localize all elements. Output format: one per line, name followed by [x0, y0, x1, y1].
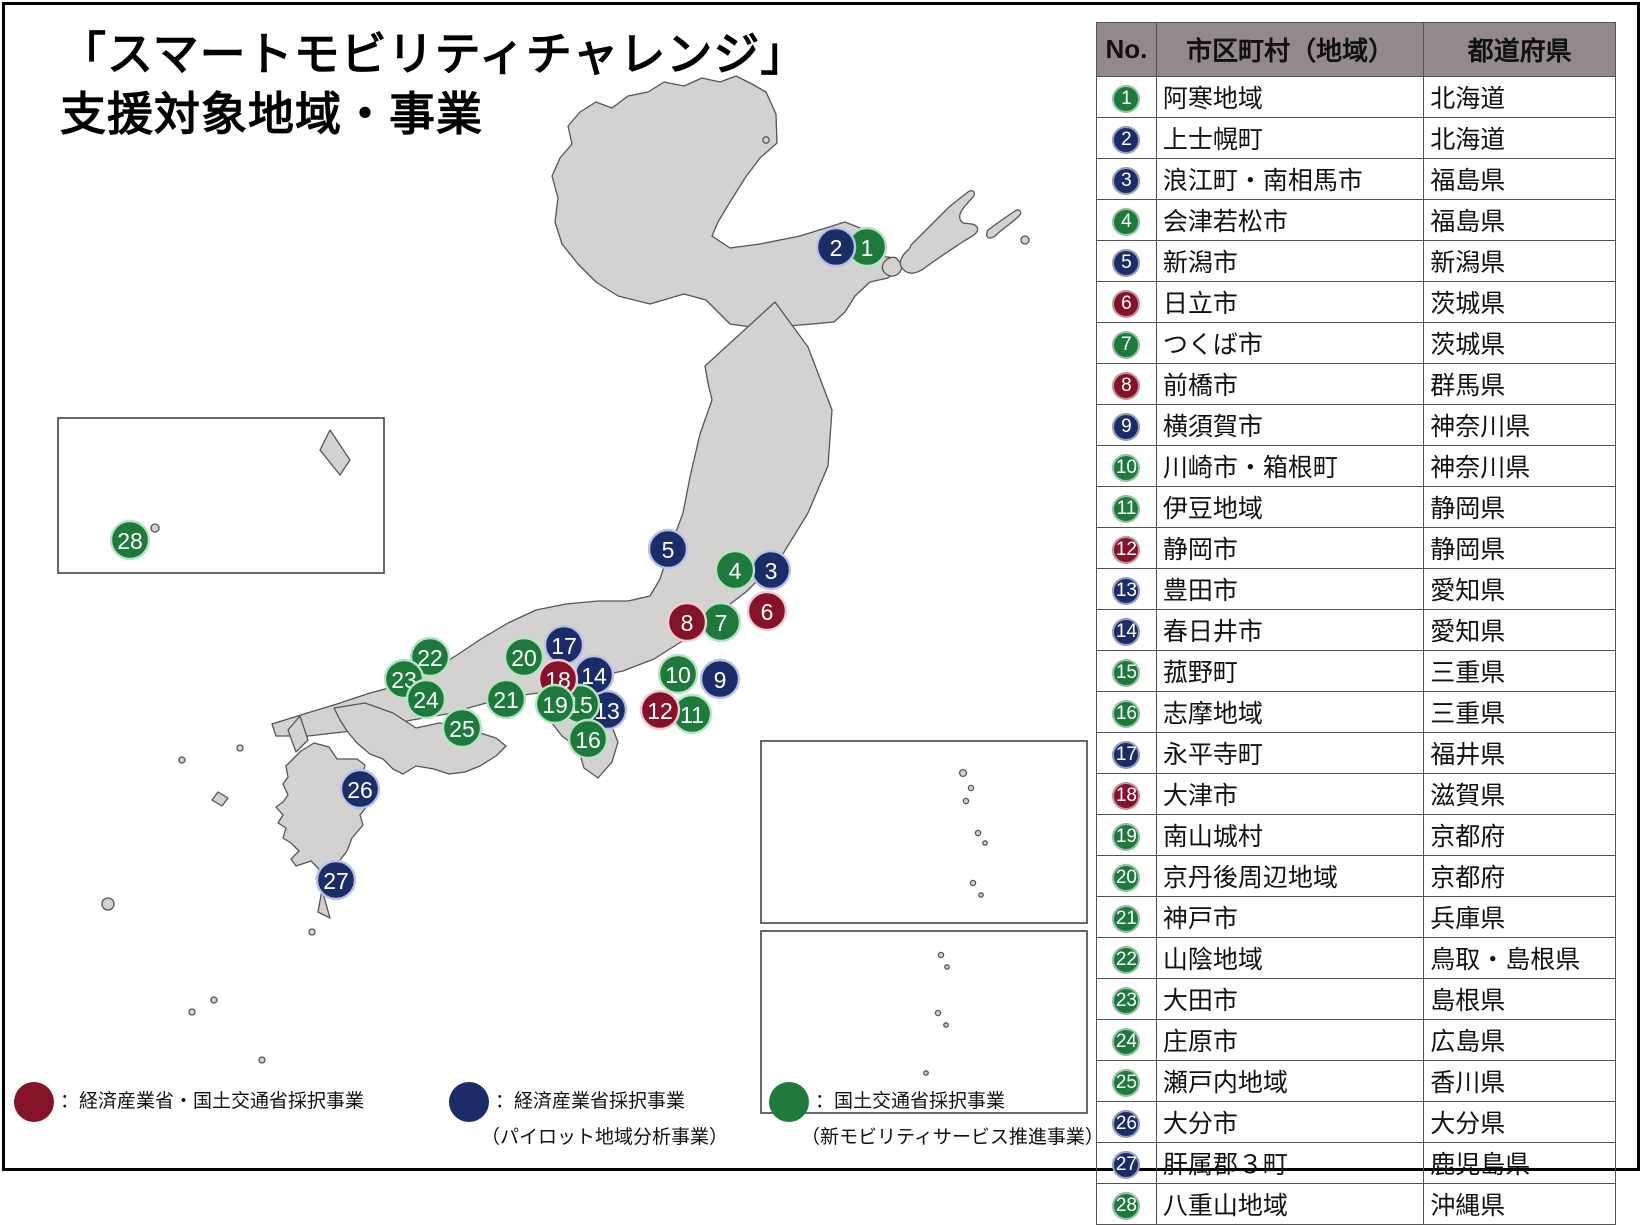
svg-text:8: 8 — [681, 610, 694, 636]
svg-text:24: 24 — [413, 687, 439, 713]
svg-text:2: 2 — [830, 235, 843, 261]
svg-text:16: 16 — [575, 727, 601, 753]
svg-text:20: 20 — [511, 645, 537, 671]
svg-text:3: 3 — [765, 558, 778, 584]
svg-text:9: 9 — [714, 667, 727, 693]
svg-text:28: 28 — [117, 528, 143, 554]
svg-text:25: 25 — [449, 716, 475, 742]
svg-text:6: 6 — [761, 599, 774, 625]
svg-text:4: 4 — [729, 558, 742, 584]
svg-text:7: 7 — [715, 610, 728, 636]
svg-text:26: 26 — [347, 777, 373, 803]
svg-text:21: 21 — [493, 687, 519, 713]
svg-text:1: 1 — [861, 235, 874, 261]
svg-text:17: 17 — [551, 633, 577, 659]
svg-text:11: 11 — [680, 702, 704, 728]
svg-text:27: 27 — [323, 868, 349, 894]
svg-text:5: 5 — [662, 537, 675, 563]
svg-text:22: 22 — [417, 645, 443, 671]
svg-text:10: 10 — [665, 662, 691, 688]
svg-text:19: 19 — [542, 692, 568, 718]
svg-text:12: 12 — [647, 698, 673, 724]
